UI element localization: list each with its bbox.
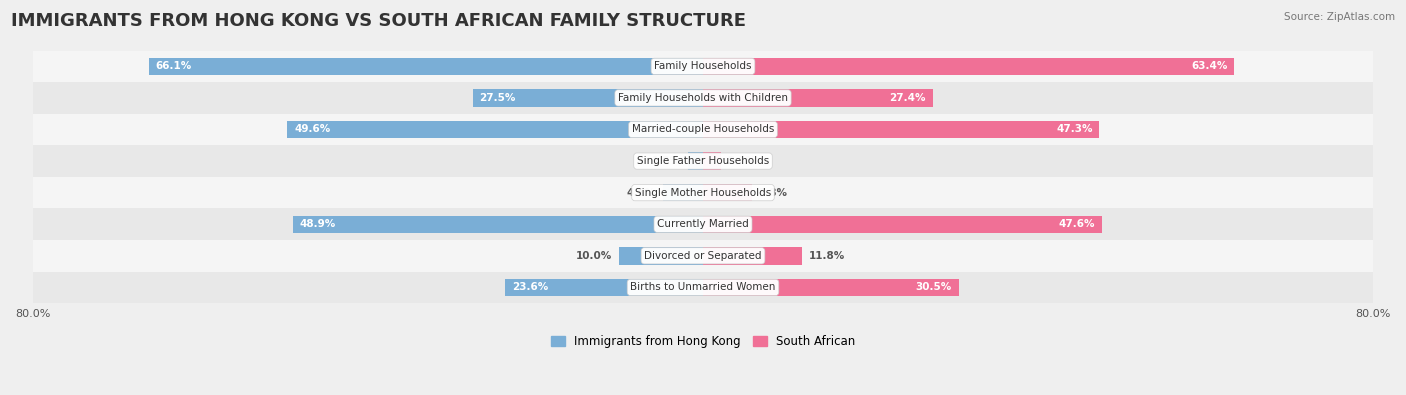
Text: 27.4%: 27.4% <box>890 93 927 103</box>
Bar <box>703 121 1099 138</box>
Bar <box>287 121 703 138</box>
Text: 23.6%: 23.6% <box>512 282 548 292</box>
Bar <box>703 184 752 201</box>
Text: 27.5%: 27.5% <box>479 93 516 103</box>
Bar <box>32 240 1374 272</box>
Bar <box>703 89 932 107</box>
Text: Divorced or Separated: Divorced or Separated <box>644 251 762 261</box>
Text: 10.0%: 10.0% <box>576 251 613 261</box>
Legend: Immigrants from Hong Kong, South African: Immigrants from Hong Kong, South African <box>546 331 860 353</box>
Bar <box>703 279 959 296</box>
Bar <box>688 152 703 170</box>
Text: 5.8%: 5.8% <box>758 188 787 198</box>
Text: 49.6%: 49.6% <box>294 124 330 135</box>
Text: IMMIGRANTS FROM HONG KONG VS SOUTH AFRICAN FAMILY STRUCTURE: IMMIGRANTS FROM HONG KONG VS SOUTH AFRIC… <box>11 12 747 30</box>
Bar <box>662 184 703 201</box>
Text: 4.8%: 4.8% <box>627 188 657 198</box>
Bar <box>619 247 703 265</box>
Text: Family Households with Children: Family Households with Children <box>619 93 787 103</box>
Bar <box>32 82 1374 114</box>
Text: 2.1%: 2.1% <box>727 156 756 166</box>
Bar <box>32 209 1374 240</box>
Bar <box>149 58 703 75</box>
Text: 11.8%: 11.8% <box>808 251 845 261</box>
Bar <box>32 51 1374 82</box>
Text: Source: ZipAtlas.com: Source: ZipAtlas.com <box>1284 12 1395 22</box>
Bar <box>32 177 1374 209</box>
Bar <box>703 58 1234 75</box>
Text: 66.1%: 66.1% <box>156 61 193 71</box>
Text: 47.3%: 47.3% <box>1056 124 1092 135</box>
Bar <box>703 152 721 170</box>
Text: Single Mother Households: Single Mother Households <box>636 188 770 198</box>
Text: 1.8%: 1.8% <box>652 156 682 166</box>
Text: Births to Unmarried Women: Births to Unmarried Women <box>630 282 776 292</box>
Text: 47.6%: 47.6% <box>1059 219 1095 229</box>
Text: Currently Married: Currently Married <box>657 219 749 229</box>
Bar <box>505 279 703 296</box>
Text: Single Father Households: Single Father Households <box>637 156 769 166</box>
Bar <box>32 114 1374 145</box>
Text: Married-couple Households: Married-couple Households <box>631 124 775 135</box>
Bar <box>32 145 1374 177</box>
Bar <box>472 89 703 107</box>
Bar <box>294 216 703 233</box>
Text: 63.4%: 63.4% <box>1191 61 1227 71</box>
Text: 30.5%: 30.5% <box>915 282 952 292</box>
Text: 48.9%: 48.9% <box>299 219 336 229</box>
Bar <box>32 272 1374 303</box>
Bar <box>703 216 1102 233</box>
Text: Family Households: Family Households <box>654 61 752 71</box>
Bar <box>703 247 801 265</box>
